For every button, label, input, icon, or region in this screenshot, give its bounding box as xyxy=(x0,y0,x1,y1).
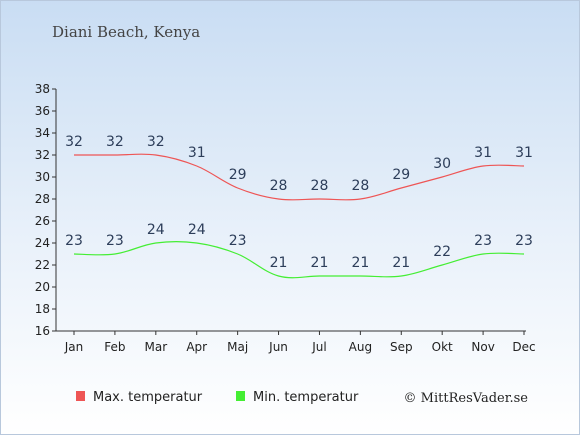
x-tick-label: Mar xyxy=(144,340,167,354)
data-label: 32 xyxy=(106,134,124,150)
y-tick-label: 36 xyxy=(35,104,50,118)
x-tick-label: Nov xyxy=(471,340,494,354)
y-tick-label: 34 xyxy=(35,126,50,140)
series-line-min xyxy=(73,240,525,279)
x-tick-label: Apr xyxy=(186,340,207,354)
data-label: 22 xyxy=(433,244,451,260)
data-label: 23 xyxy=(106,233,124,249)
data-label: 28 xyxy=(311,178,329,194)
y-tick-label: 28 xyxy=(35,192,50,206)
y-tick-label: 26 xyxy=(35,214,50,228)
data-label: 21 xyxy=(270,255,288,271)
series-group xyxy=(73,153,525,279)
y-tick-label: 38 xyxy=(35,82,50,96)
data-label: 23 xyxy=(65,233,83,249)
x-tick-label: Jul xyxy=(311,340,326,354)
data-labels: 32 32 32 31 29 28 28 28 29 30 31 31 23 23 24 24 23 21 21 21… xyxy=(65,134,533,271)
data-label: 32 xyxy=(65,134,83,150)
x-tick-label: Okt xyxy=(432,340,453,354)
data-label: 29 xyxy=(229,167,247,183)
legend-label: Max. temperatur xyxy=(93,390,203,405)
data-label: 23 xyxy=(229,233,247,249)
data-label: 24 xyxy=(147,222,165,238)
data-label: 31 xyxy=(474,145,492,161)
x-tick-label: Jan xyxy=(64,340,84,354)
y-tick-label: 32 xyxy=(35,148,50,162)
chart-title: Diani Beach, Kenya xyxy=(52,23,200,41)
x-tick-label: Feb xyxy=(104,340,125,354)
legend-swatch xyxy=(76,391,85,401)
x-tick-label: Dec xyxy=(512,340,535,354)
x-tick-label: Jun xyxy=(268,340,288,354)
x-tick-label: Aug xyxy=(349,340,372,354)
x-tick-label: Maj xyxy=(227,340,248,354)
data-label: 23 xyxy=(515,233,533,249)
legend-label: Min. temperatur xyxy=(253,390,359,405)
x-tick-label: Sep xyxy=(390,340,413,354)
data-label: 28 xyxy=(351,178,369,194)
data-label: 21 xyxy=(351,255,369,271)
legend: Max. temperatur Min. temperatur xyxy=(76,390,359,405)
y-tick-label: 20 xyxy=(35,280,50,294)
legend-swatch xyxy=(236,391,245,401)
data-label: 28 xyxy=(270,178,288,194)
data-label: 31 xyxy=(188,145,206,161)
axes: 16 18 20 22 24 26 28 30 32 34 36 38 Jan Feb Mar Apr Maj J… xyxy=(35,82,536,354)
credit-text: © MittResVader.se xyxy=(404,391,529,406)
y-tick-label: 24 xyxy=(35,236,50,250)
series-line-max xyxy=(74,153,525,201)
data-label: 29 xyxy=(392,167,410,183)
data-label: 21 xyxy=(311,255,329,271)
data-label: 31 xyxy=(515,145,533,161)
y-tick-label: 22 xyxy=(35,258,50,272)
data-label: 24 xyxy=(188,222,206,238)
data-label: 21 xyxy=(392,255,410,271)
y-tick-label: 30 xyxy=(35,170,50,184)
y-tick-label: 16 xyxy=(35,324,50,338)
y-tick-label: 18 xyxy=(35,302,50,316)
data-label: 32 xyxy=(147,134,165,150)
data-label: 23 xyxy=(474,233,492,249)
data-label: 30 xyxy=(433,156,451,172)
